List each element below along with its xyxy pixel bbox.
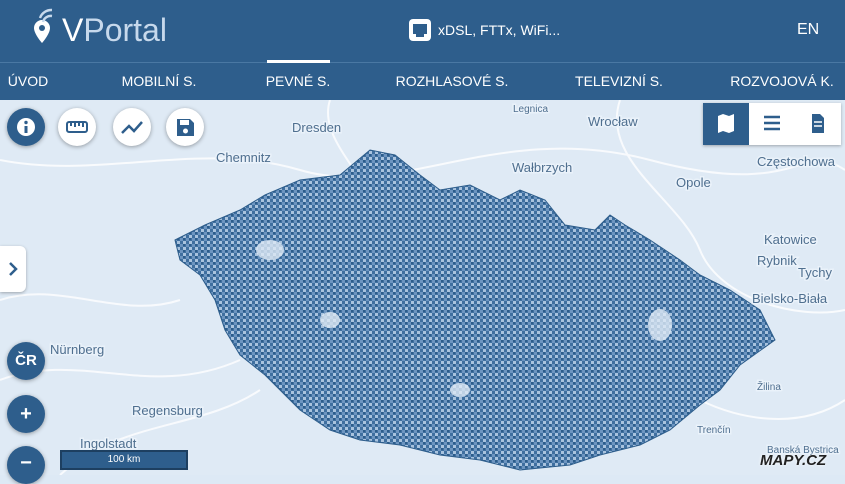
info-button[interactable] xyxy=(7,108,45,146)
service-icon xyxy=(409,19,431,41)
logo[interactable]: VPortal xyxy=(62,12,167,49)
place-label: Ingolstadt xyxy=(80,436,137,451)
save-button[interactable] xyxy=(166,108,204,146)
logo-icon xyxy=(34,8,53,43)
nav-item[interactable]: MOBILNÍ S. xyxy=(121,73,197,89)
chart-button[interactable] xyxy=(113,108,151,146)
service-selector[interactable]: xDSL, FTTx, WiFi... xyxy=(438,22,561,38)
place-label: Nürnberg xyxy=(50,342,104,357)
active-tab-indicator xyxy=(267,60,330,63)
place-label: Bielsko-Biała xyxy=(752,291,828,306)
nav-item[interactable]: ROZVOJOVÁ K. xyxy=(730,73,834,89)
side-panel-toggle[interactable] xyxy=(0,246,26,292)
place-label: Częstochowa xyxy=(757,154,836,169)
measure-button[interactable] xyxy=(58,108,96,146)
scale-bar: 100 km xyxy=(60,450,188,470)
header: VPortal xDSL, FTTx, WiFi... EN xyxy=(0,0,845,62)
place-label: Žilina xyxy=(757,380,781,393)
place-label: Wrocław xyxy=(588,114,638,129)
place-label: Trenčín xyxy=(697,425,731,436)
place-label: Katowice xyxy=(764,232,817,247)
nav-item[interactable]: ÚVOD xyxy=(7,73,49,89)
place-labels: Dresden Legnica Wrocław Chemnitz Wałbrzych Op… xyxy=(49,103,841,458)
place-label: Wałbrzych xyxy=(512,160,572,175)
place-label: Regensburg xyxy=(132,403,203,418)
place-label: Dresden xyxy=(292,120,341,135)
view-switch xyxy=(703,103,841,145)
place-label: Banská Bystrica xyxy=(767,445,839,456)
attribution: MAPY.CZ xyxy=(760,452,827,469)
country-button[interactable]: ČR xyxy=(7,342,45,380)
zoom-out-button[interactable]: − xyxy=(7,446,45,484)
nav-item[interactable]: TELEVIZNÍ S. xyxy=(575,73,663,89)
nav-item[interactable]: PEVNÉ S. xyxy=(265,73,331,89)
place-label: Tychy xyxy=(798,265,832,280)
place-label: Legnica xyxy=(513,104,548,115)
place-label: Chemnitz xyxy=(216,150,271,165)
language-switch[interactable]: EN xyxy=(797,21,820,38)
zoom-in-button[interactable]: + xyxy=(7,395,45,433)
nav-item[interactable]: ROZHLASOVÉ S. xyxy=(395,73,509,89)
logo-rest: Portal xyxy=(83,12,167,48)
logo-initial: V xyxy=(62,12,84,48)
map[interactable]: Dresden Legnica Wrocław Chemnitz Wałbrzych Op… xyxy=(0,100,845,475)
place-label: Opole xyxy=(676,175,711,190)
coverage-area xyxy=(174,149,776,471)
nav-bar: ÚVOD MOBILNÍ S. PEVNÉ S. ROZHLASOVÉ S. TELEV… xyxy=(0,62,845,100)
place-label: Rybnik xyxy=(757,253,797,268)
